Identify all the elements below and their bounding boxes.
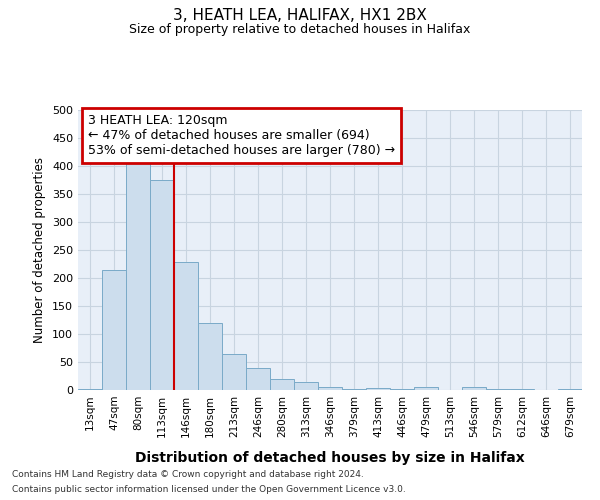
Text: Contains public sector information licensed under the Open Government Licence v3: Contains public sector information licen… (12, 485, 406, 494)
Bar (342, 389, 366, 390)
Bar (222, 354, 246, 390)
Bar (414, 387, 438, 390)
Text: 3, HEATH LEA, HALIFAX, HX1 2BX: 3, HEATH LEA, HALIFAX, HX1 2BX (173, 8, 427, 22)
Bar (246, 368, 270, 390)
Bar (318, 387, 342, 390)
Y-axis label: Number of detached properties: Number of detached properties (34, 157, 46, 343)
Text: Size of property relative to detached houses in Halifax: Size of property relative to detached ho… (130, 22, 470, 36)
Bar (150, 180, 174, 390)
Text: 3 HEATH LEA: 120sqm
← 47% of detached houses are smaller (694)
53% of semi-detac: 3 HEATH LEA: 120sqm ← 47% of detached ho… (88, 114, 395, 157)
Bar (198, 323, 222, 390)
Bar (126, 163, 150, 390)
Bar (102, 270, 126, 390)
X-axis label: Distribution of detached houses by size in Halifax: Distribution of detached houses by size … (135, 451, 525, 465)
Text: Contains HM Land Registry data © Crown copyright and database right 2024.: Contains HM Land Registry data © Crown c… (12, 470, 364, 479)
Bar (78, 389, 102, 390)
Bar (174, 262, 198, 390)
Bar (366, 388, 390, 390)
Bar (294, 382, 318, 390)
Bar (462, 386, 486, 390)
Bar (270, 379, 294, 390)
